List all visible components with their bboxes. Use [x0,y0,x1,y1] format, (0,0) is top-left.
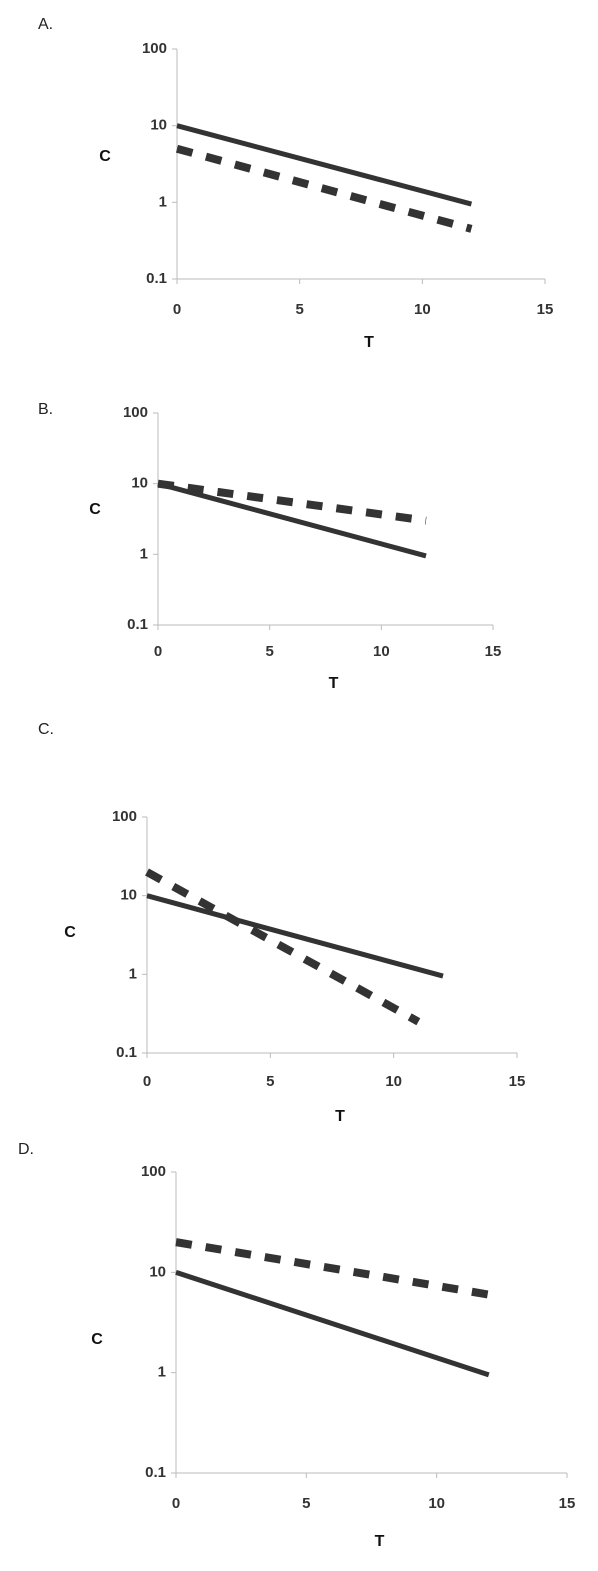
x-tick-label: 10 [428,1495,445,1512]
y-tick-label: 1 [129,965,137,982]
solid-line [176,123,473,207]
x-tick-label: 15 [559,1495,576,1512]
y-tick-label: 100 [142,40,167,57]
y-tick-label: 10 [149,1263,166,1280]
panel-label: A. [38,16,53,33]
y-tick-label: 10 [131,475,148,492]
x-tick-label: 10 [385,1073,402,1090]
y-tick-label: 100 [141,1163,166,1180]
panel-label: C. [38,721,54,738]
solid-line [175,1269,490,1378]
x-tick-label: 0 [143,1073,151,1090]
x-tick-label: 15 [485,643,502,660]
dashed-line [175,1238,490,1299]
dashed-line [145,868,421,1026]
x-tick-label: 10 [373,643,390,660]
solid-line [146,893,444,979]
dashed-line [157,479,427,525]
x-tick-label: 5 [265,643,273,660]
x-tick-label: 5 [266,1073,274,1090]
x-tick-label: 15 [537,301,554,318]
y-tick-label: 10 [120,887,137,904]
x-tick-label: 0 [173,301,181,318]
y-tick-label: 0.1 [116,1044,137,1061]
y-tick-label: 100 [112,808,137,825]
x-axis-label: T [375,1533,385,1550]
y-tick-label: 100 [123,404,148,421]
x-tick-label: 5 [302,1495,310,1512]
x-axis-label: T [364,334,374,351]
y-tick-label: 1 [159,193,167,210]
y-axis-label: C [99,148,111,165]
y-tick-label: 0.1 [146,270,167,287]
x-tick-label: 0 [154,643,162,660]
y-tick-label: 1 [158,1364,166,1381]
y-axis-label: C [91,1331,103,1348]
panel-label: B. [38,401,53,418]
x-tick-label: 10 [414,301,431,318]
x-tick-label: 5 [295,301,303,318]
y-axis-label: C [89,501,101,518]
x-tick-label: 0 [172,1495,180,1512]
dashed-line [175,144,473,233]
panel-label: D. [18,1141,34,1158]
y-axis-label: C [64,924,76,941]
x-axis-label: T [335,1108,345,1125]
y-tick-label: 0.1 [127,616,148,633]
y-tick-label: 10 [150,117,167,134]
y-tick-label: 0.1 [145,1464,166,1481]
x-axis-label: T [329,675,339,692]
y-tick-label: 1 [140,545,148,562]
solid-line [157,481,427,559]
x-tick-label: 15 [509,1073,526,1090]
